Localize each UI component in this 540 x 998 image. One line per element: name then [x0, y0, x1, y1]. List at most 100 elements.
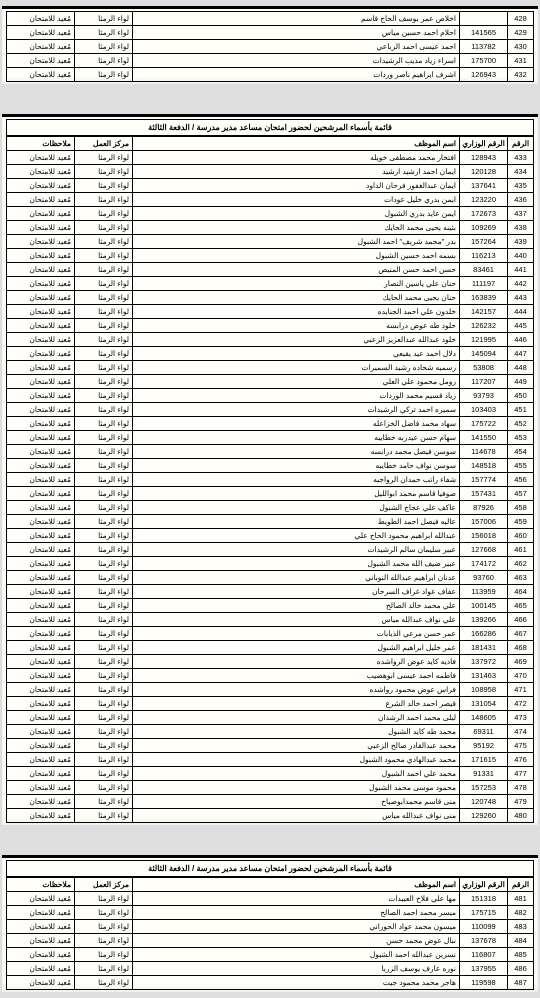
cell-ministry-number: 103403 — [460, 403, 508, 417]
cell-serial: 477 — [508, 767, 534, 781]
cell-serial: 437 — [508, 207, 534, 221]
cell-notes: مُعيد للامتحان — [7, 655, 75, 669]
table-row: 445126232خلود طه عوض درابسهلواء الرمثامُ… — [7, 319, 534, 333]
table-row: 468181431عمر خليل ابراهيم الشبوللواء الر… — [7, 641, 534, 655]
cell-serial: 481 — [508, 892, 534, 906]
cell-notes: مُعيد للامتحان — [7, 892, 75, 906]
cell-notes: مُعيد للامتحان — [7, 920, 75, 934]
cell-employee-name: بثينه يحيى محمد الحايك — [133, 221, 460, 235]
table-row: 471108958فراس عوض محمود رواشدهلواء الرمث… — [7, 683, 534, 697]
cell-ministry-number: 137678 — [460, 934, 508, 948]
cell-employee-name: علي نواف عبدالله مياس — [133, 613, 460, 627]
cell-ministry-number: 137972 — [460, 655, 508, 669]
cell-ministry-number: 91331 — [460, 767, 508, 781]
table-row: 447145094دلال احمد عيد يقيعيلواء الرمثام… — [7, 347, 534, 361]
list-title: قائمة بأسماء المرشحين لحضور امتحان مساعد… — [6, 860, 534, 877]
cell-ministry-number: 175715 — [460, 906, 508, 920]
cell-serial: 441 — [508, 263, 534, 277]
table-row: 451103403سميره احمد تركي الرشيداتلواء ال… — [7, 403, 534, 417]
cell-ministry-number: 131054 — [460, 697, 508, 711]
table-row: 487119598هاجر محمد محمود جيتلواء الرمثام… — [7, 976, 534, 990]
cell-employee-name: عمر خليل ابراهيم الشبول — [133, 641, 460, 655]
cell-ministry-number: 126232 — [460, 319, 508, 333]
cell-employee-name: ايمن بدري خليل عودات — [133, 193, 460, 207]
table-row: 484137678نبال عوض محمد حسنلواء الرمثامُع… — [7, 934, 534, 948]
table-row: 438109269بثينه يحيى محمد الحايكلواء الرم… — [7, 221, 534, 235]
cell-work-center: لواء الرمثا — [75, 375, 133, 389]
cell-employee-name: عفاف عواد غراف السرحان — [133, 585, 460, 599]
cell-work-center: لواء الرمثا — [75, 431, 133, 445]
cell-employee-name: ليلى محمد احمد الرشدان — [133, 711, 460, 725]
table-row: 44183461حسن احمد حسن المنيصلواء الرمثامُ… — [7, 263, 534, 277]
col-notes: ملاحظات — [7, 137, 75, 151]
cell-serial: 452 — [508, 417, 534, 431]
cell-notes: مُعيد للامتحان — [7, 333, 75, 347]
cell-ministry-number: 129260 — [460, 809, 508, 823]
cell-ministry-number: 166286 — [460, 627, 508, 641]
cell-employee-name: فراس عوض محمود رواشده — [133, 683, 460, 697]
cell-employee-name: خلدون علي احمد الجنايده — [133, 305, 460, 319]
table-row: 459157006عاليه فيصل احمد الطويطلواء الرم… — [7, 515, 534, 529]
table-row: 485116807نسرين عبدالله احمد الشبوللواء ا… — [7, 948, 534, 962]
col-ministry-number: الرقم الوزاري — [460, 137, 508, 151]
table-row: 460156018عبدالله ابراهيم محمود الحاج علي… — [7, 529, 534, 543]
cell-ministry-number: 121995 — [460, 333, 508, 347]
table-row: 444142157خلدون علي احمد الجنايدهلواء الر… — [7, 305, 534, 319]
cell-notes: مُعيد للامتحان — [7, 54, 75, 68]
cell-serial: 435 — [508, 179, 534, 193]
cell-work-center: لواء الرمثا — [75, 165, 133, 179]
cell-notes: مُعيد للامتحان — [7, 585, 75, 599]
table-row: 473148605ليلى محمد احمد الرشدانلواء الرم… — [7, 711, 534, 725]
cell-serial: 456 — [508, 473, 534, 487]
table-row: 47469311محمد طه كايد الشبوللواء الرمثامُ… — [7, 725, 534, 739]
table-row: 456157774شفاء راتب حمدان الرواجبهلواء ال… — [7, 473, 534, 487]
cell-work-center: لواء الرمثا — [75, 26, 133, 40]
cell-employee-name: قيصر احمد خالد الشرع — [133, 697, 460, 711]
cell-work-center: لواء الرمثا — [75, 445, 133, 459]
cell-ministry-number: 148605 — [460, 711, 508, 725]
cell-work-center: لواء الرمثا — [75, 277, 133, 291]
cell-ministry-number: 156018 — [460, 529, 508, 543]
sheet-fragment-top: 428اخلاص عمر يوسف الحاج قاسملواء الرمثام… — [2, 6, 538, 84]
cell-employee-name: محمد علي احمد الشبول — [133, 767, 460, 781]
cell-notes: مُعيد للامتحان — [7, 543, 75, 557]
cell-notes: مُعيد للامتحان — [7, 221, 75, 235]
cell-serial: 446 — [508, 333, 534, 347]
cell-ministry-number: 174172 — [460, 557, 508, 571]
cell-serial: 479 — [508, 795, 534, 809]
cell-work-center: لواء الرمثا — [75, 68, 133, 82]
cell-work-center: لواء الرمثا — [75, 711, 133, 725]
cell-employee-name: منى قاسم محمدابوصياح — [133, 795, 460, 809]
table-header-row: الرقم الرقم الوزاري اسم الموظف مركز العم… — [7, 137, 534, 151]
table-row: 465100145علي محمد خالد الصالحلواء الرمثا… — [7, 599, 534, 613]
cell-notes: مُعيد للامتحان — [7, 683, 75, 697]
cell-employee-name: افتخار محمد مصطفى خويله — [133, 151, 460, 165]
cell-serial: 468 — [508, 641, 534, 655]
cell-notes: مُعيد للامتحان — [7, 193, 75, 207]
cell-ministry-number: 148518 — [460, 459, 508, 473]
cell-ministry-number: 142157 — [460, 305, 508, 319]
cell-employee-name: نوره عارف يوسف الزربا — [133, 962, 460, 976]
cell-notes: مُعيد للامتحان — [7, 627, 75, 641]
cell-employee-name: مها علي فلاح العبيدات — [133, 892, 460, 906]
cell-serial: 448 — [508, 361, 534, 375]
cell-ministry-number: 116807 — [460, 948, 508, 962]
cell-work-center: لواء الرمثا — [75, 697, 133, 711]
col-work-center: مركز العمل — [75, 137, 133, 151]
cell-notes: مُعيد للامتحان — [7, 487, 75, 501]
cell-employee-name: شفاء راتب حمدان الرواجبه — [133, 473, 460, 487]
cell-serial: 474 — [508, 725, 534, 739]
cell-serial: 485 — [508, 948, 534, 962]
cell-ministry-number: 120128 — [460, 165, 508, 179]
cell-work-center: لواء الرمثا — [75, 319, 133, 333]
cell-work-center: لواء الرمثا — [75, 557, 133, 571]
cell-work-center: لواء الرمثا — [75, 809, 133, 823]
cell-employee-name: حنان علي ياسين النصار — [133, 277, 460, 291]
col-serial: الرقم — [508, 137, 534, 151]
table-row: 466139266علي نواف عبدالله مياسلواء الرمث… — [7, 613, 534, 627]
table-row: 470131463فاطمه احمد عيسى ابوهضيبلواء الر… — [7, 669, 534, 683]
cell-notes: مُعيد للامتحان — [7, 445, 75, 459]
cell-serial: 482 — [508, 906, 534, 920]
cell-notes: مُعيد للامتحان — [7, 291, 75, 305]
cell-ministry-number: 110099 — [460, 920, 508, 934]
